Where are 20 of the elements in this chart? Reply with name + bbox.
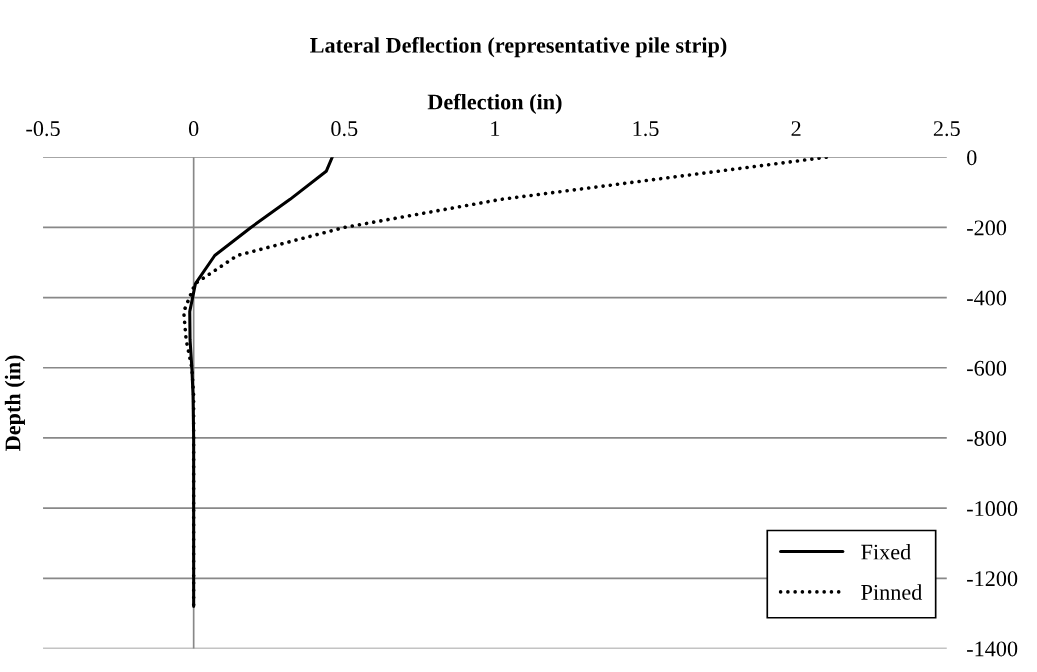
x-axis-title: Deflection (in)	[427, 93, 562, 115]
y-tick-label: -1200	[967, 571, 1018, 587]
x-tick-label: 0	[188, 121, 199, 137]
y-tick-label: -400	[967, 290, 1007, 306]
y-tick-label: -800	[967, 430, 1007, 446]
chart-title: Lateral Deflection (representative pile strip)	[310, 36, 727, 58]
x-tick-label: 1	[491, 121, 500, 136]
x-tick-label: 0.5	[331, 121, 358, 137]
legend-label: Fixed	[861, 543, 911, 560]
legend-label: Pinned	[861, 584, 923, 600]
y-tick-label: -1400	[967, 641, 1018, 657]
y-axis-title: Depth (in)	[4, 355, 25, 451]
y-tick-label: -200	[967, 220, 1007, 236]
x-tick-label: 2.5	[933, 121, 960, 137]
x-tick-label: 2	[791, 121, 801, 136]
y-tick-label: -600	[967, 360, 1007, 376]
x-tick-label: -0.5	[26, 121, 60, 137]
y-tick-label: 0	[967, 150, 977, 166]
y-tick-label: -1000	[967, 501, 1018, 517]
x-tick-label: 1.5	[633, 121, 659, 137]
